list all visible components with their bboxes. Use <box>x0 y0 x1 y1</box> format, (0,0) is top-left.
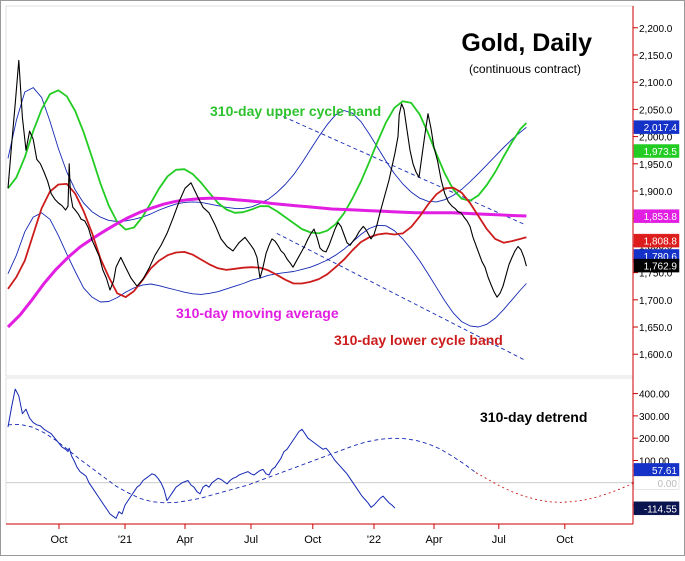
price-value-tag: 1,780.6 <box>644 252 678 263</box>
x-tick-label: Jul <box>244 534 258 546</box>
x-tick-label: Oct <box>50 534 67 546</box>
detrend-panel <box>5 377 634 525</box>
y-tick-label: 2,050.0 <box>639 105 673 116</box>
y-tick-label: 2,150.0 <box>639 51 673 62</box>
detrend-value-tag: 57.61 <box>652 466 677 477</box>
detrend-plot-layer <box>6 388 634 519</box>
x-tick-label: '21 <box>118 534 132 546</box>
detrend-y-tick-label: 100.00 <box>639 456 670 467</box>
detrend-center-line <box>7 423 477 504</box>
detrend-value-tag: 0.00 <box>658 479 678 490</box>
detrend-y-tick-label: 300.00 <box>639 412 670 423</box>
price-value-tag-bg <box>633 258 680 273</box>
y-tick-label: 2,000.0 <box>639 133 673 144</box>
y-tick-label: 1,700.0 <box>639 296 673 307</box>
detrend-label: 310-day detrend <box>480 409 587 425</box>
upper-cycle-band-line <box>7 89 528 235</box>
detrend-value-tag-bg <box>633 476 680 490</box>
detrend-line <box>7 388 396 519</box>
chart-subtitle: (continuous contract) <box>469 62 581 76</box>
x-tick-label: Jul <box>492 534 506 546</box>
detrend-value-tag: -114.55 <box>644 504 678 515</box>
y-tick-label: 1,900.0 <box>639 187 673 198</box>
price-value-tag-bg <box>633 233 680 248</box>
y-tick-label: 2,200.0 <box>639 24 673 35</box>
x-tick-label: Oct <box>556 534 573 546</box>
lower-cycle-band-line <box>7 183 527 298</box>
price-value-tag: 1,973.5 <box>644 147 678 158</box>
price-value-tag: 1,762.9 <box>644 262 678 273</box>
y-tick-label: 1,650.0 <box>639 323 673 334</box>
price-value-tag-bg <box>633 209 680 223</box>
detrend-y-tick-label: 400.00 <box>639 390 670 401</box>
x-tick-label: Oct <box>304 534 321 546</box>
y-tick-label: 1,750.0 <box>639 269 673 280</box>
upper-band-label: 310-day upper cycle band <box>210 103 381 119</box>
price-line <box>7 59 527 298</box>
y-tick-label: 1,950.0 <box>639 160 673 171</box>
value-tags-layer: 2,017.4 1,973.5 1,853.8 1,808.8 1,780.61,762… <box>633 120 680 516</box>
detrend-value-tag-bg <box>633 501 680 516</box>
price-value-tag: 2,017.4 <box>644 123 678 134</box>
price-value-tag: 1,853.8 <box>644 212 678 223</box>
upper-envelope-line <box>7 87 527 222</box>
moving-average-label: 310-day moving average <box>176 305 339 321</box>
main-panel <box>5 5 634 377</box>
price-value-tag-bg <box>633 144 680 158</box>
x-tick-label: Apr <box>176 534 193 546</box>
y-tick-label: 1,600.0 <box>639 350 673 361</box>
main-plot-layer <box>6 59 528 361</box>
lower-band-label: 310-day lower cycle band <box>334 332 503 348</box>
price-value-tag: 1,808.8 <box>644 237 678 248</box>
projection-upper-line <box>276 113 525 225</box>
chart-title: Gold, Daily <box>461 29 592 57</box>
x-tick-label: Apr <box>425 534 442 546</box>
price-value-tag-bg <box>633 120 680 134</box>
y-tick-label: 2,100.0 <box>639 78 673 89</box>
lower-envelope-line <box>7 212 527 328</box>
detrend-projection-line <box>475 459 634 503</box>
detrend-y-tick-label: 200.00 <box>639 434 670 445</box>
x-tick-label: '22 <box>367 534 381 546</box>
projection-lower-line <box>276 232 525 361</box>
